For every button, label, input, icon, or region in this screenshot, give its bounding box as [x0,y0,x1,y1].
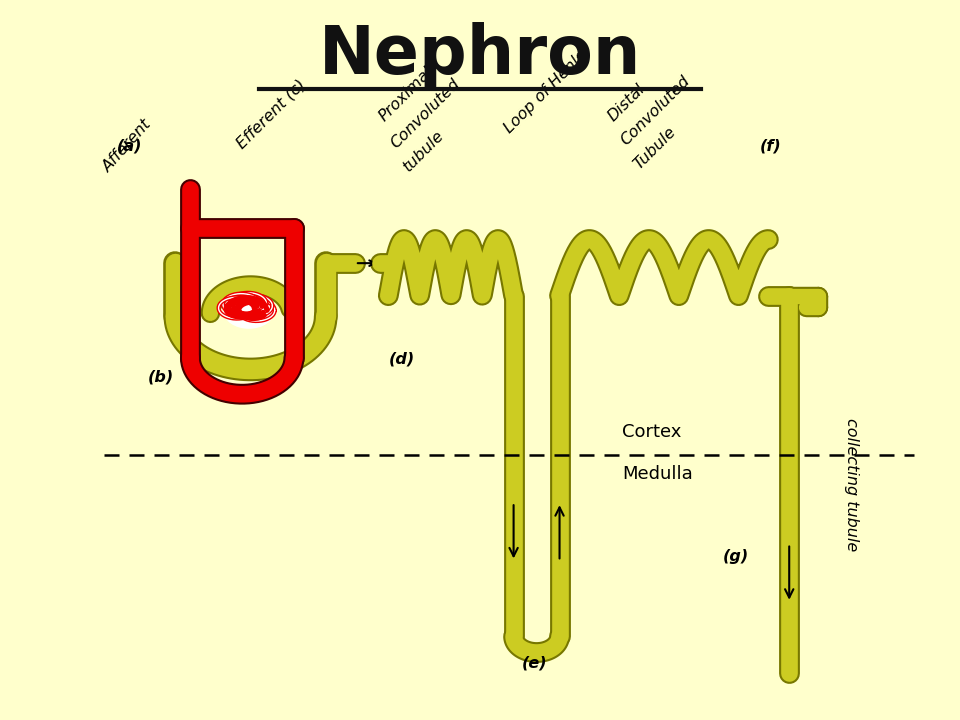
Text: (e): (e) [522,656,547,670]
Text: tubule: tubule [401,128,447,174]
Text: Efferent (c): Efferent (c) [234,76,308,151]
Text: (d): (d) [388,351,415,366]
Text: Proximal: Proximal [375,64,436,125]
Text: Distal: Distal [606,81,648,125]
Text: (b): (b) [148,369,174,384]
Text: Afferent: Afferent [100,116,155,174]
Text: Convoluted: Convoluted [618,73,693,148]
Circle shape [224,292,274,328]
Text: Cortex: Cortex [622,423,682,441]
Text: Loop of Henle: Loop of Henle [501,48,589,136]
Text: Medulla: Medulla [622,464,693,482]
Text: collecting tubule: collecting tubule [845,418,859,552]
Text: (g): (g) [722,549,749,564]
Text: Tubule: Tubule [631,124,679,171]
Text: (a): (a) [117,139,142,154]
Text: (f): (f) [760,139,781,154]
Text: Nephron: Nephron [319,22,641,89]
Text: Convoluted: Convoluted [388,76,464,151]
